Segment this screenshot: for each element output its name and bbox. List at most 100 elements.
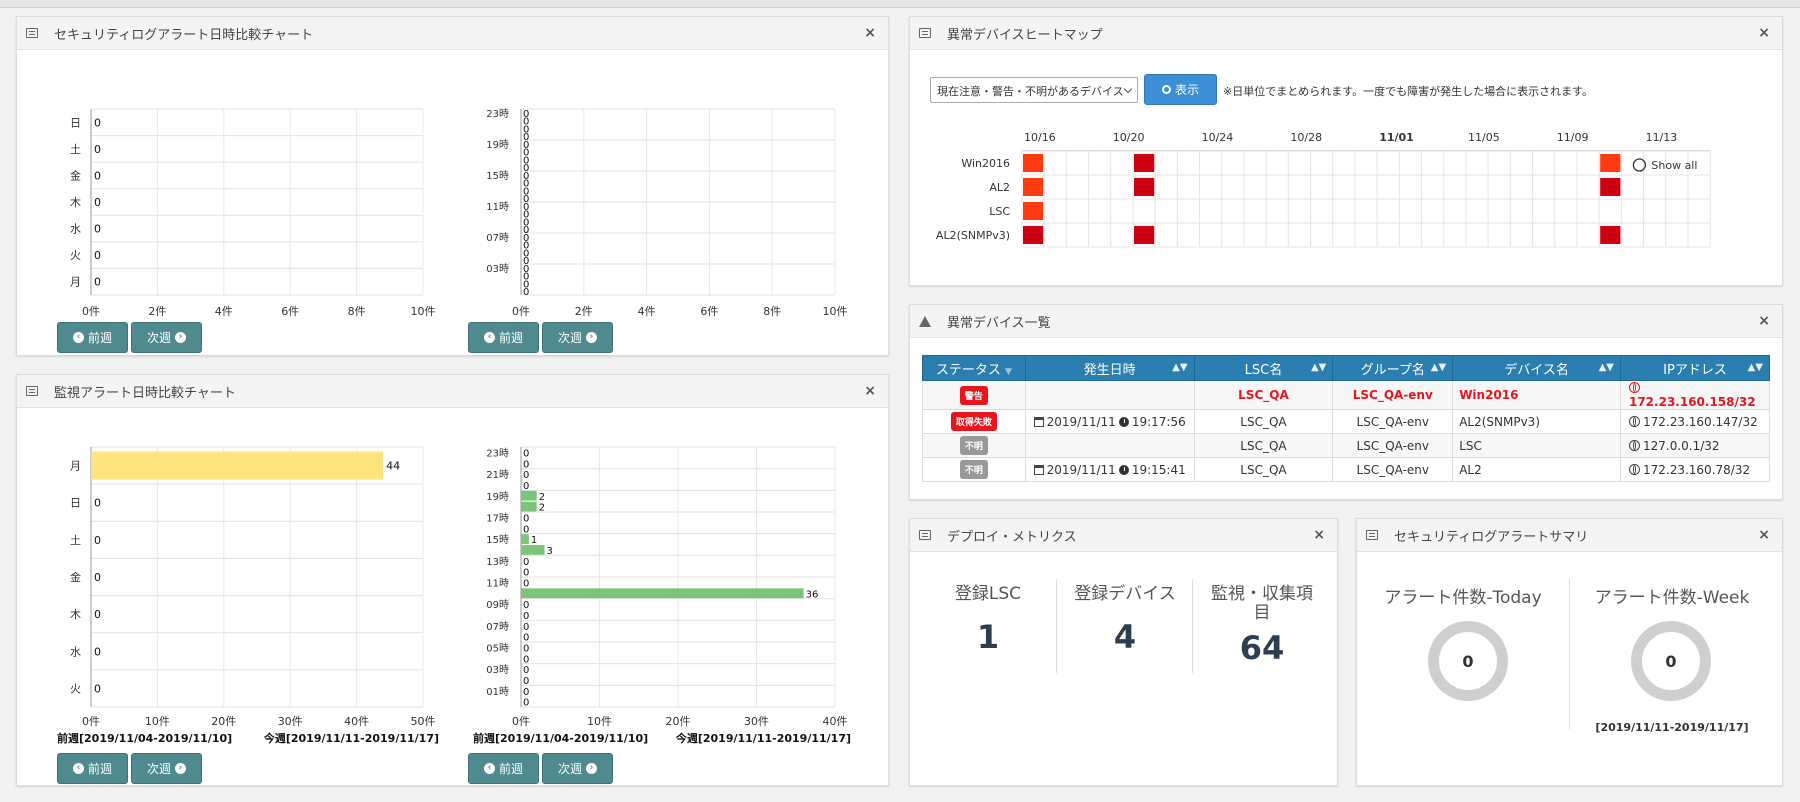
category-label: 09時 — [486, 599, 509, 611]
heatmap-cell — [1310, 222, 1334, 248]
column-header[interactable]: LSC名 ▲▼ — [1193, 355, 1334, 381]
x-tick-label: 4件 — [215, 305, 233, 318]
column-header[interactable]: グループ名 ▲▼ — [1332, 355, 1454, 381]
heatmap-cell — [1421, 198, 1445, 224]
heatmap-cell — [1110, 198, 1134, 224]
column-header[interactable]: ステータス ▼ — [922, 355, 1026, 381]
heatmap-cell — [1554, 198, 1578, 224]
heatmap-cell — [1554, 174, 1578, 200]
metric-devices: 登録デバイス 4 — [1060, 585, 1190, 657]
x-tick-label: 30件 — [278, 715, 303, 728]
data-label: 0 — [94, 571, 101, 584]
time-cell — [1024, 380, 1195, 410]
category-label: 03時 — [486, 664, 509, 676]
date-value: 2019/11/11 — [1046, 462, 1116, 477]
heatmap-cell — [1620, 198, 1645, 224]
close-icon[interactable]: × — [1758, 527, 1770, 543]
ip-value: 172.23.160.147/32 — [1642, 414, 1758, 429]
column-label: グループ名 — [1360, 362, 1425, 378]
heatmap-cell — [1465, 174, 1489, 200]
prev-week-button[interactable]: ‹ 前週 — [57, 753, 128, 784]
heatmap-cell — [1199, 174, 1223, 200]
data-label: 0 — [523, 117, 529, 128]
heatmap-cell — [1287, 222, 1312, 248]
heatmap-cell — [1620, 222, 1645, 248]
date-label: 10/28 — [1290, 131, 1322, 144]
device-label: AL2 — [989, 181, 1010, 194]
show-button[interactable]: 表示 — [1144, 74, 1217, 105]
column-label: ステータス — [935, 362, 1001, 378]
heatmap-cell — [1243, 150, 1267, 176]
column-header[interactable]: 発生日時 ▲▼ — [1024, 355, 1195, 381]
next-week-button[interactable]: 次週 › — [542, 322, 613, 353]
lsc-cell: LSC_QA — [1193, 380, 1334, 410]
column-label: LSC名 — [1244, 362, 1283, 378]
prev-week-button[interactable]: ‹ 前週 — [468, 753, 539, 784]
next-week-button[interactable]: 次週 › — [542, 753, 613, 784]
heatmap-cell — [1443, 150, 1467, 176]
data-label: 0 — [523, 225, 529, 236]
data-label: 0 — [523, 633, 529, 644]
heatmap-cell — [1065, 198, 1090, 224]
panel-list-icon — [1366, 530, 1378, 540]
prev-week-button[interactable]: ‹ 前週 — [468, 322, 539, 353]
column-header[interactable]: デバイス名 ▲▼ — [1452, 355, 1621, 381]
sort-icon: ▲▼ — [1172, 362, 1188, 373]
heatmap-cell — [1088, 150, 1112, 176]
sort-desc-icon: ▼ — [1005, 366, 1012, 377]
column-header[interactable]: IPアドレス ▲▼ — [1619, 355, 1771, 381]
column-label: IPアドレス — [1663, 362, 1727, 378]
heatmap-cell — [1287, 198, 1312, 224]
show-all-button[interactable]: Show all — [1632, 158, 1697, 172]
date-label: 11/01 — [1379, 131, 1414, 144]
x-tick-label: 40件 — [344, 715, 369, 728]
group-cell: LSC_QA-env — [1332, 380, 1454, 410]
data-label: 0 — [523, 132, 529, 143]
close-icon[interactable]: × — [864, 25, 876, 41]
device-filter-select[interactable]: 現在注意・警告・不明があるデバイス — [930, 77, 1138, 103]
data-label: 0 — [94, 116, 101, 129]
date-label: 11/09 — [1557, 131, 1589, 144]
heatmap-cell — [1199, 222, 1223, 248]
table-row[interactable]: 取得失敗 2019/11/11 19:17:56 LSC_QA LSC_QA-env AL… — [922, 409, 1771, 434]
category-label: 01時 — [486, 686, 509, 698]
category-label: 17時 — [486, 512, 509, 524]
data-label: 0 — [523, 622, 529, 633]
close-icon[interactable]: × — [1758, 313, 1770, 329]
data-label: 0 — [523, 279, 529, 290]
data-label: 0 — [523, 448, 529, 459]
data-label: 0 — [523, 186, 529, 197]
lsc-cell: LSC_QA — [1193, 433, 1334, 458]
table-row[interactable]: 不明 LSC_QA LSC_QA-env LSC 127.0.0.1/32 — [922, 433, 1771, 458]
next-week-button[interactable]: 次週 › — [131, 322, 202, 353]
next-week-button[interactable]: 次週 › — [131, 753, 202, 784]
panel-title: 監視アラート日時比較チャート — [54, 385, 236, 401]
circle-arrow-right-icon: › — [175, 763, 186, 774]
data-label: 0 — [523, 524, 529, 535]
data-label: 0 — [523, 272, 529, 283]
heatmap-cell — [1532, 222, 1556, 248]
deploy-metrics-panel: デプロイ・メトリクス × 登録LSC 1 登録デバイス 4 監視・収集項 目 6… — [909, 518, 1338, 786]
category-label: 水 — [70, 645, 81, 658]
sort-icon: ▲▼ — [1598, 362, 1614, 373]
close-icon[interactable]: × — [1758, 25, 1770, 41]
heatmap-mark — [1023, 202, 1044, 220]
heatmap-mark — [1134, 178, 1155, 196]
data-label: 44 — [386, 460, 400, 473]
heatmap-cell — [1376, 174, 1400, 200]
button-label: 前週 — [87, 762, 112, 776]
heatmap-cell — [1421, 150, 1445, 176]
table-row[interactable]: 警告 LSC_QA LSC_QA-env Win2016 172.23.160.158/… — [922, 380, 1771, 410]
prev-week-button[interactable]: ‹ 前週 — [57, 322, 128, 353]
metric-value: 1 — [976, 618, 1000, 656]
globe-icon — [1628, 439, 1640, 451]
button-label: 次週 — [146, 762, 171, 776]
close-icon[interactable]: × — [1313, 527, 1325, 543]
heatmap-cell — [1043, 174, 1067, 200]
category-label: 木 — [70, 196, 81, 209]
x-tick-label: 10件 — [411, 305, 436, 318]
data-label: 0 — [94, 249, 101, 262]
category-label: 火 — [70, 682, 81, 695]
close-icon[interactable]: × — [864, 383, 876, 399]
table-row[interactable]: 不明 2019/11/11 19:15:41 LSC_QA LSC_QA-env AL2 1… — [922, 457, 1771, 482]
